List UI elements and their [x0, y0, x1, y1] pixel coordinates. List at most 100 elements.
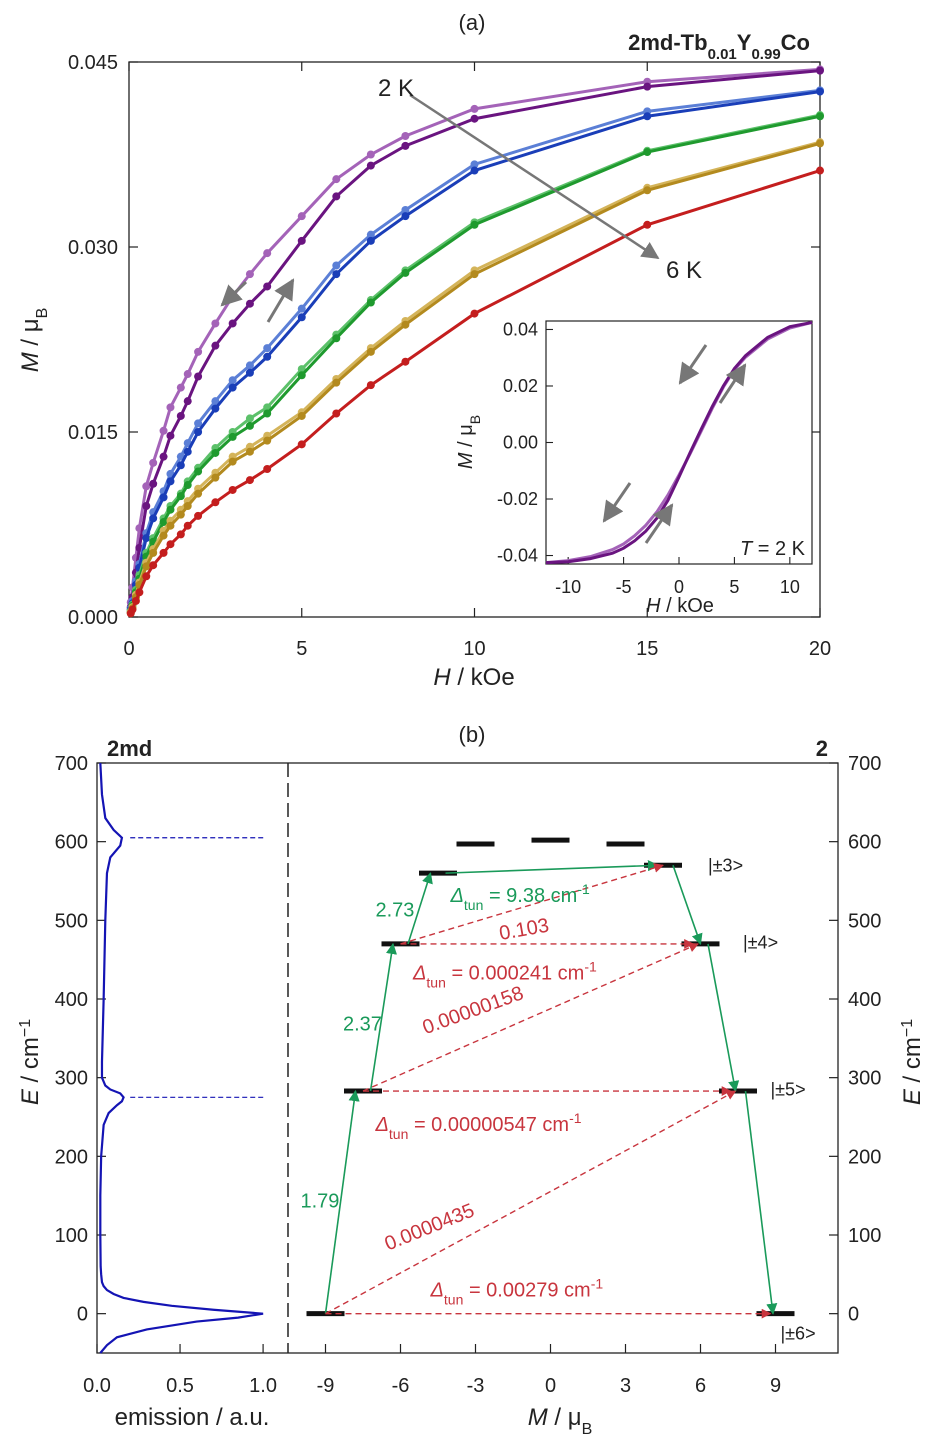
data-point	[142, 534, 151, 543]
panel-a-label: (a)	[459, 10, 486, 35]
data-point	[297, 212, 306, 221]
data-point	[142, 572, 151, 581]
y-tick-label-right: 400	[848, 989, 881, 1011]
relaxation-arrow	[672, 865, 703, 945]
data-point	[332, 378, 341, 387]
emission-x-tick-label: 0.0	[83, 1375, 111, 1397]
y-tick-label-left: 600	[55, 832, 88, 854]
data-point	[211, 404, 220, 413]
data-point	[194, 428, 203, 436]
transition-probability-label: 2.73	[376, 899, 415, 921]
data-point	[245, 414, 254, 423]
data-point	[366, 236, 375, 245]
data-point	[366, 161, 375, 170]
data-point	[211, 473, 220, 482]
inset-x-tick-label: -5	[616, 577, 632, 597]
data-point	[332, 261, 341, 270]
sweep-down-arrow-icon	[220, 280, 248, 307]
data-point	[816, 112, 824, 121]
data-point	[166, 521, 175, 530]
data-point	[816, 139, 824, 148]
inset-arrow-icon	[644, 503, 674, 544]
data-point	[176, 510, 185, 519]
energy-ylabel-left: E / cm−1	[17, 1019, 45, 1105]
data-point	[149, 561, 158, 570]
data-point	[816, 66, 824, 75]
y-tick-label-right: 700	[848, 753, 881, 775]
data-point	[245, 421, 254, 430]
inset-x-tick-label: 0	[674, 577, 684, 597]
data-point	[183, 521, 192, 530]
transition-labels: 1.79 2.37 2.73 Δtun = 9.38 cm-1 Δtun = 0.000…	[301, 881, 604, 1307]
inset-series	[545, 320, 813, 565]
data-point	[228, 457, 237, 466]
data-point	[401, 132, 410, 140]
data-point	[297, 411, 306, 420]
data-point	[183, 502, 192, 510]
data-point	[166, 505, 175, 514]
panel-a-xlabel: H / kOe	[433, 664, 514, 691]
data-point	[159, 426, 168, 435]
data-point	[332, 175, 341, 184]
data-point	[263, 436, 272, 445]
x-tick-label: 0	[123, 638, 134, 660]
panel-b-plot-frame	[96, 762, 839, 1354]
inset-x-tick-label: 5	[729, 577, 739, 597]
tunneling-arrow	[325, 1090, 737, 1315]
relaxation-arrow	[324, 1089, 360, 1314]
data-point	[183, 397, 192, 406]
annotation-2k: 2 K	[378, 75, 414, 102]
magnetization-x-tick-label: 0	[545, 1375, 556, 1397]
data-point	[149, 548, 158, 557]
data-point	[166, 477, 175, 486]
energy-ylabel-right: E / cm−1	[899, 1019, 927, 1105]
data-point	[245, 361, 254, 370]
data-point	[194, 467, 203, 476]
data-point	[470, 220, 479, 229]
data-point	[643, 82, 652, 91]
data-point	[183, 481, 192, 490]
tunnel-splitting-label: Δtun = 0.00279 cm-1	[430, 1275, 604, 1307]
data-point	[159, 452, 168, 461]
data-point	[194, 511, 203, 520]
transition-arrows	[324, 860, 778, 1319]
panel-b-label: (b)	[459, 722, 486, 747]
inset-frame	[545, 320, 813, 565]
relaxation-arrow	[707, 943, 740, 1093]
data-point	[643, 112, 652, 121]
series-line	[129, 69, 821, 608]
data-point	[366, 298, 375, 307]
data-point	[816, 87, 824, 96]
data-point	[297, 440, 306, 449]
magnetization-x-tick-label: -6	[392, 1375, 410, 1397]
data-point	[297, 313, 306, 322]
data-point	[211, 498, 220, 507]
relaxation-arrow	[744, 1090, 778, 1315]
tunneling-arrow	[362, 942, 699, 1092]
data-point	[401, 268, 410, 277]
data-point	[159, 518, 168, 527]
y-tick-label-right: 200	[848, 1146, 881, 1168]
data-point	[263, 409, 272, 418]
data-point	[194, 347, 203, 356]
data-point	[159, 493, 168, 502]
panel-a-title: 2md-Tb0.01Y0.99Co	[628, 30, 810, 63]
y-tick-label-left: 500	[55, 910, 88, 932]
y-tick-label-right: 300	[848, 1068, 881, 1090]
inset-ticks: -10 -5 0 5 10 0.04 0.02 0.00 -0.02 -0.04	[497, 319, 800, 597]
data-point	[228, 485, 237, 494]
data-point	[183, 447, 192, 456]
panel-b-ticks: 0 0 100 100 200 200 300 300 400 400 500 500 600 600 70…	[55, 753, 882, 1397]
magnetization-x-tick-label: 3	[620, 1375, 631, 1397]
inset-y-tick-label: 0.04	[503, 319, 538, 339]
y-tick-label-right: 100	[848, 1225, 881, 1247]
tunneling-probability-label: 0.103	[498, 915, 551, 945]
y-tick-label-left: 700	[55, 753, 88, 775]
data-point	[643, 148, 652, 157]
data-point	[366, 150, 375, 159]
inset-xlabel: H / kOe	[646, 595, 714, 617]
data-point	[332, 192, 341, 201]
magnetization-x-tick-label: 9	[770, 1375, 781, 1397]
data-point	[401, 320, 410, 329]
